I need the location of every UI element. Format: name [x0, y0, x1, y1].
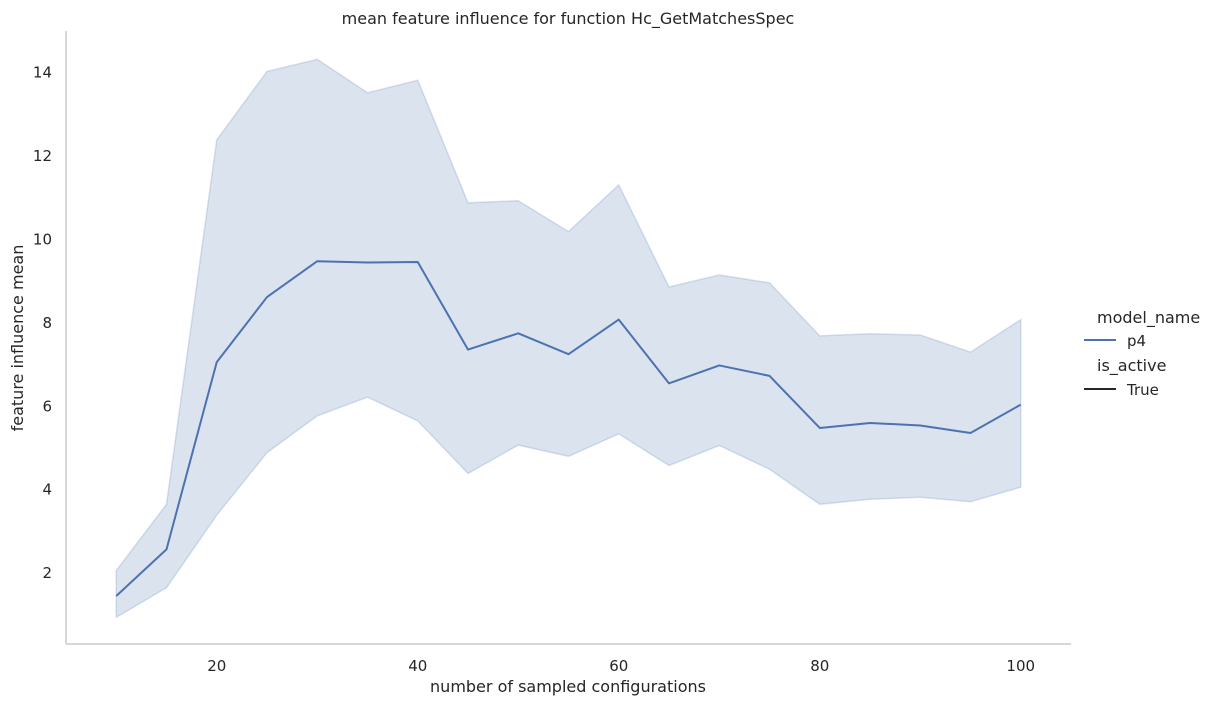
data-point-p4-100 [1019, 403, 1023, 407]
plot-area [114, 58, 1023, 619]
data-point-p4-90 [918, 423, 922, 427]
data-point-p4-65 [667, 381, 671, 385]
data-point-p4-45 [466, 348, 470, 352]
series-line-p4 [115, 260, 1022, 597]
data-point-p4-10 [114, 594, 118, 598]
data-point-p4-20 [215, 360, 219, 364]
y-tick-label-10: 10 [33, 231, 52, 249]
y-axis-title: feature influence mean [8, 245, 27, 432]
y-tick-label-12: 12 [33, 147, 52, 165]
legend: model_name p4 is_active True [1084, 308, 1200, 399]
y-axis-ticks: 2 4 6 8 10 12 14 [33, 64, 52, 582]
y-tick-label-4: 4 [42, 481, 52, 499]
x-tick-label-20: 20 [207, 657, 226, 675]
data-point-p4-60 [617, 318, 621, 322]
x-tick-label-40: 40 [408, 657, 427, 675]
data-point-p4-15 [165, 547, 169, 551]
data-point-p4-80 [818, 426, 822, 430]
data-point-p4-85 [868, 421, 872, 425]
data-point-p4-50 [516, 331, 520, 335]
x-tick-label-80: 80 [810, 657, 829, 675]
x-axis-title: number of sampled configurations [430, 677, 706, 696]
chart-title: mean feature influence for function Hc_G… [342, 9, 795, 29]
x-tick-label-60: 60 [609, 657, 628, 675]
legend-entry-true: True [1126, 381, 1159, 399]
y-tick-label-8: 8 [42, 314, 52, 332]
data-point-p4-35 [366, 260, 370, 264]
data-point-p4-55 [567, 352, 571, 356]
data-point-p4-75 [768, 374, 772, 378]
y-tick-label-2: 2 [42, 564, 52, 582]
data-point-p4-30 [315, 259, 319, 263]
legend-hue-title: model_name [1097, 308, 1200, 328]
data-point-p4-95 [969, 431, 973, 435]
data-point-p4-70 [717, 363, 721, 367]
y-tick-label-6: 6 [42, 397, 52, 415]
x-axis-ticks: 20 40 60 80 100 [207, 657, 1035, 675]
data-point-p4-25 [265, 295, 269, 299]
y-tick-label-14: 14 [33, 64, 52, 82]
x-tick-label-100: 100 [1006, 657, 1035, 675]
data-point-p4-40 [416, 260, 420, 264]
legend-style-title: is_active [1097, 356, 1166, 376]
confidence-band-p4 [115, 58, 1022, 619]
legend-entry-p4: p4 [1127, 332, 1146, 350]
